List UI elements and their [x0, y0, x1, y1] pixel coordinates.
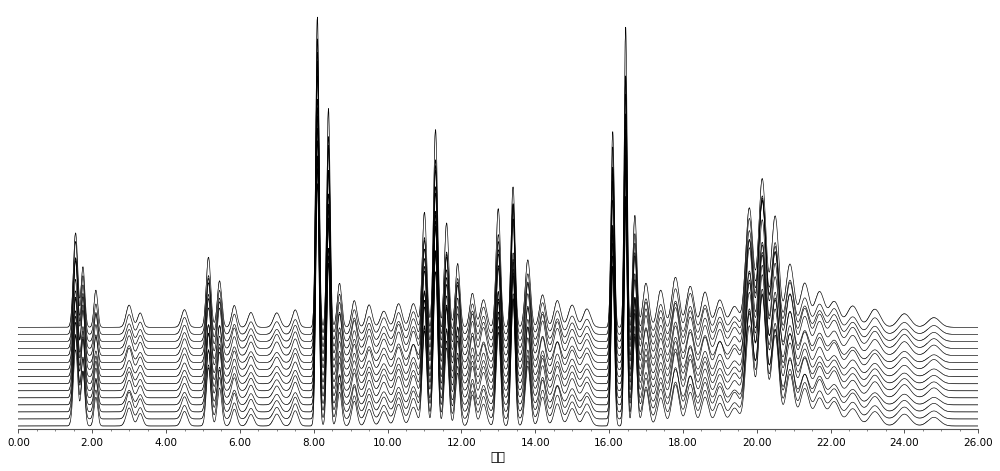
X-axis label: 分钟: 分钟 [491, 451, 506, 464]
